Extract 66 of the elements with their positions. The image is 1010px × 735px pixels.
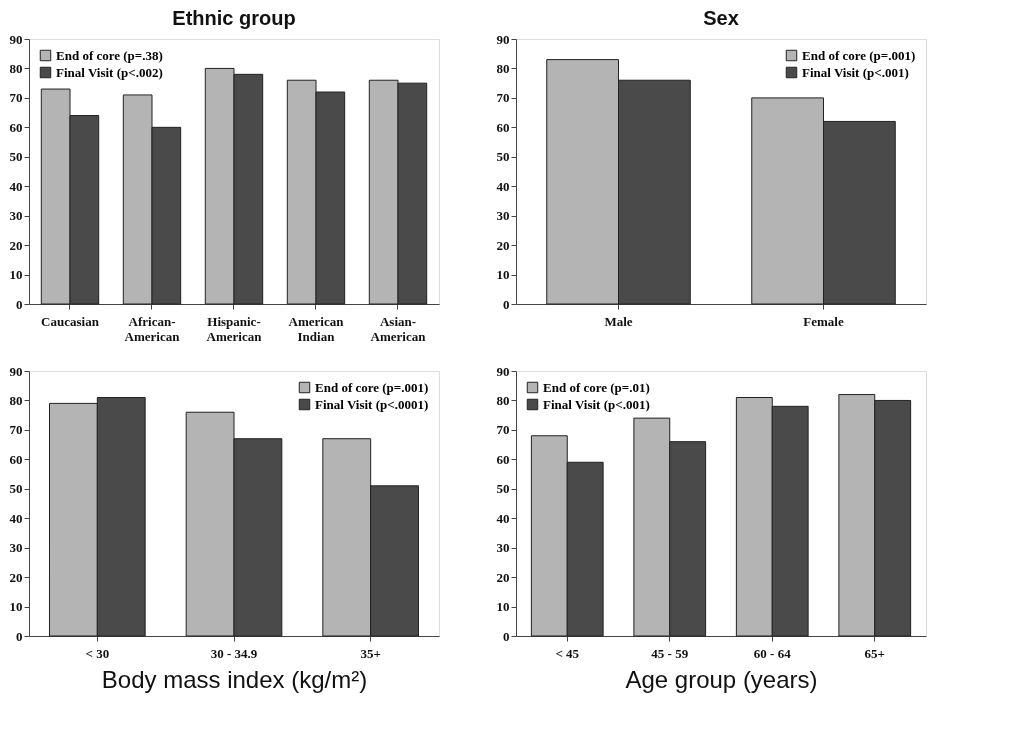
x-axis-title: Age group (years) bbox=[625, 665, 818, 693]
legend-label: End of core (p=.001) bbox=[315, 379, 429, 395]
y-tick-label: 70 bbox=[496, 90, 510, 106]
y-tick-label: 50 bbox=[9, 481, 23, 497]
x-tick-label: 35+ bbox=[360, 645, 381, 661]
y-tick-label: 20 bbox=[9, 569, 23, 585]
y-tick-label: 40 bbox=[496, 510, 510, 526]
y-tick-label: 30 bbox=[9, 208, 23, 224]
y-tick-label: 20 bbox=[496, 237, 510, 253]
y-tick-label: 70 bbox=[9, 422, 23, 438]
y-tick-label: 20 bbox=[9, 237, 23, 253]
legend-label: End of core (p=.01) bbox=[543, 379, 650, 395]
y-tick-label: 80 bbox=[9, 60, 23, 76]
x-tick-label: < 45 bbox=[555, 645, 580, 661]
y-tick-label: 30 bbox=[496, 540, 510, 556]
y-tick-label: 10 bbox=[9, 267, 23, 283]
x-tick-label: < 30 bbox=[85, 645, 110, 661]
legend-label: Final Visit (p<.001) bbox=[543, 396, 650, 412]
chart-title: Sex bbox=[703, 7, 739, 29]
y-tick-label: 0 bbox=[16, 296, 23, 312]
y-tick-label: 50 bbox=[496, 149, 510, 165]
x-tick-label: Caucasian bbox=[41, 313, 100, 329]
x-tick-label: Male bbox=[604, 313, 633, 329]
legend-label: End of core (p=.38) bbox=[56, 47, 163, 63]
y-tick-label: 60 bbox=[9, 119, 23, 135]
legend-label: Final Visit (p<.002) bbox=[56, 64, 163, 80]
y-tick-label: 80 bbox=[496, 392, 510, 408]
y-tick-label: 30 bbox=[496, 208, 510, 224]
y-tick-label: 10 bbox=[496, 599, 510, 615]
x-axis-title: Body mass index (kg/m²) bbox=[101, 665, 368, 693]
x-tick-label: African-American bbox=[124, 313, 181, 344]
y-tick-label: 60 bbox=[496, 119, 510, 135]
y-tick-label: 10 bbox=[9, 599, 23, 615]
chart-title: Ethnic group bbox=[172, 7, 296, 29]
x-tick-label: Asian-American bbox=[370, 313, 427, 344]
y-tick-label: 90 bbox=[496, 363, 510, 379]
y-tick-label: 40 bbox=[496, 178, 510, 194]
x-tick-label: 60 - 64 bbox=[753, 645, 792, 661]
y-tick-label: 20 bbox=[496, 569, 510, 585]
y-tick-label: 70 bbox=[496, 422, 510, 438]
y-tick-label: 90 bbox=[9, 363, 23, 379]
y-tick-label: 0 bbox=[16, 628, 23, 644]
y-tick-label: 80 bbox=[9, 392, 23, 408]
y-tick-label: 50 bbox=[496, 481, 510, 497]
x-tick-label: 65+ bbox=[864, 645, 885, 661]
legend-label: End of core (p=.001) bbox=[802, 47, 916, 63]
legend-label: Final Visit (p<.001) bbox=[802, 64, 909, 80]
y-tick-label: 90 bbox=[496, 31, 510, 47]
x-tick-label: 45 - 59 bbox=[651, 645, 689, 661]
y-tick-label: 50 bbox=[9, 149, 23, 165]
y-tick-label: 60 bbox=[496, 451, 510, 467]
y-tick-label: 10 bbox=[496, 267, 510, 283]
y-tick-label: 40 bbox=[9, 510, 23, 526]
y-tick-label: 30 bbox=[9, 540, 23, 556]
y-tick-label: 70 bbox=[9, 90, 23, 106]
y-tick-label: 80 bbox=[496, 60, 510, 76]
x-tick-label: Hispanic-American bbox=[206, 313, 263, 344]
y-tick-label: 60 bbox=[9, 451, 23, 467]
y-tick-label: 90 bbox=[9, 31, 23, 47]
y-tick-label: 0 bbox=[503, 296, 510, 312]
x-tick-label: American Indian bbox=[288, 313, 345, 344]
y-tick-label: 0 bbox=[503, 628, 510, 644]
legend-label: Final Visit (p<.0001) bbox=[315, 396, 429, 412]
x-tick-label: Female bbox=[803, 313, 844, 329]
y-tick-label: 40 bbox=[9, 178, 23, 194]
x-tick-label: 30 - 34.9 bbox=[210, 645, 258, 661]
